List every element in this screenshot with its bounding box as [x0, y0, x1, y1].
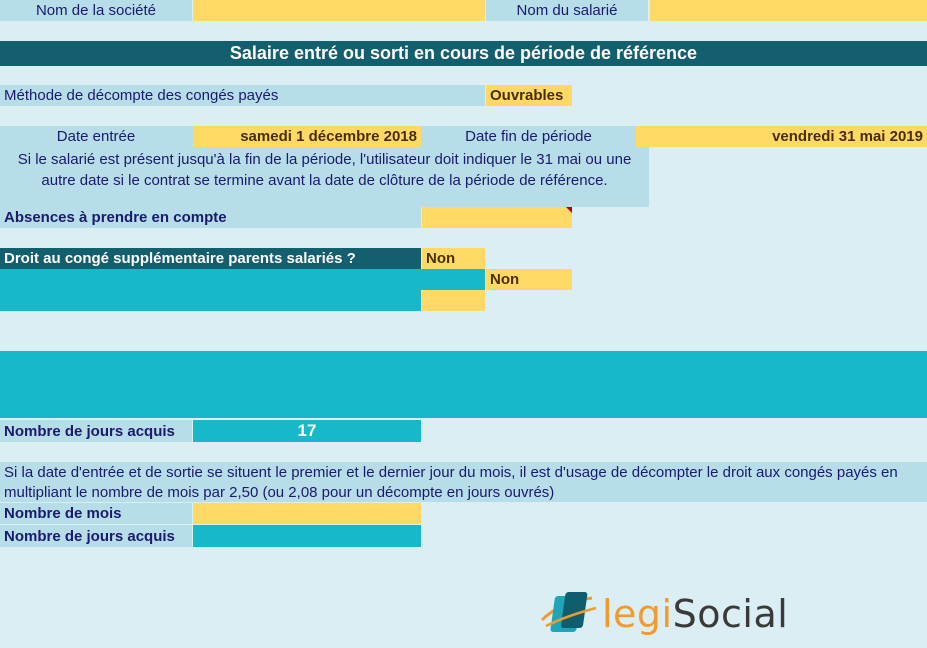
parents-extra-input[interactable] [422, 290, 485, 311]
company-input[interactable] [193, 0, 485, 21]
result-label: Nombre de jours acquis [0, 420, 192, 442]
days-acquired-value [193, 525, 421, 547]
end-date-input[interactable]: vendredi 31 mai 2019 [636, 126, 927, 147]
employee-label: Nom du salarié [486, 0, 648, 21]
parents-extra-row [0, 290, 421, 311]
entry-date-label: Date entrée [56, 128, 136, 145]
absences-input[interactable] [422, 207, 572, 228]
method-select[interactable]: Ouvrables [486, 85, 572, 106]
result-value: 17 [193, 420, 421, 442]
parents-sub-value[interactable]: Non [486, 269, 572, 290]
legisocial-logo: legiSocial [540, 590, 790, 640]
entry-date-input[interactable]: samedi 1 décembre 2018 [193, 126, 421, 147]
parents-sub-row [0, 269, 485, 290]
page-title: Salaire entré ou sorti en cours de pério… [0, 41, 927, 66]
company-label: Nom de la société [0, 0, 192, 21]
info-text: Si la date d'entrée et de sortie se situ… [0, 462, 927, 502]
method-label: Méthode de décompte des congés payés [0, 85, 485, 106]
result-band [0, 351, 927, 418]
employee-input[interactable] [650, 0, 927, 21]
absences-label: Absences à prendre en compte [0, 207, 421, 228]
dates-note: Si le salarié est présent jusqu'à la fin… [17, 151, 632, 189]
parents-select[interactable]: Non [422, 248, 485, 269]
end-date-label: Date fin de période [465, 128, 592, 145]
days-acquired-label: Nombre de jours acquis [0, 525, 192, 547]
months-input[interactable] [193, 503, 421, 524]
months-label: Nombre de mois [0, 503, 192, 524]
legisocial-logo-icon [540, 592, 597, 632]
parents-label: Droit au congé supplémentaire parents sa… [0, 248, 421, 269]
legisocial-logo-text: legiSocial [602, 592, 789, 636]
comment-indicator-icon [566, 207, 572, 213]
